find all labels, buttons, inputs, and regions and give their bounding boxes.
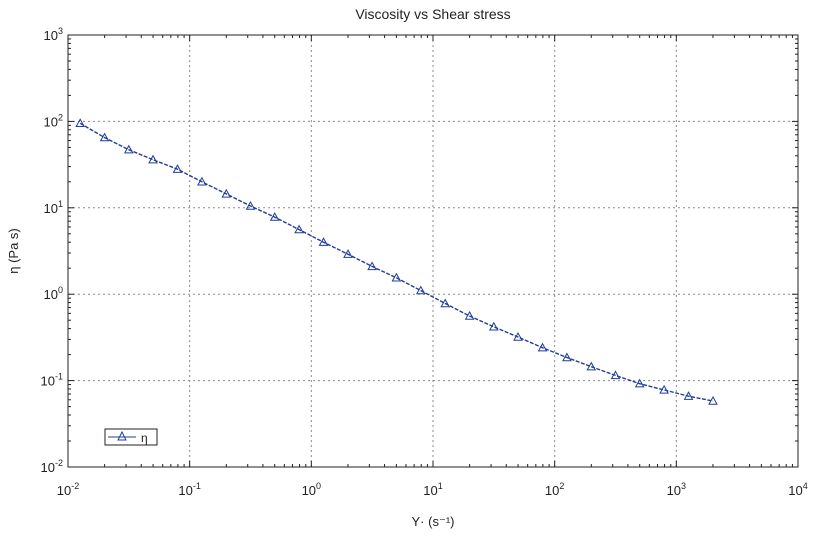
x-tick-label: 10-2 xyxy=(57,481,79,498)
data-point xyxy=(610,370,621,380)
data-point xyxy=(148,154,158,164)
data-point xyxy=(415,285,426,295)
data-point xyxy=(367,261,377,271)
data-point xyxy=(440,298,451,308)
data-point xyxy=(294,224,304,234)
data-point xyxy=(99,132,110,142)
y-tick-label: 102 xyxy=(44,112,63,129)
legend-marker-triangle-icon xyxy=(117,430,127,441)
y-tick-label: 103 xyxy=(44,26,63,43)
data-point xyxy=(488,321,499,331)
x-tick-label: 102 xyxy=(545,481,564,498)
data-point xyxy=(586,361,597,371)
data-point xyxy=(537,342,548,352)
y-tick-label: 101 xyxy=(44,199,63,216)
data-point xyxy=(245,200,256,210)
grid xyxy=(68,35,798,467)
data-point xyxy=(634,378,645,388)
legend-label: η xyxy=(141,431,148,445)
data-point xyxy=(123,144,134,154)
data-point xyxy=(269,212,280,221)
data-point xyxy=(659,384,669,394)
y-axis-title: η (Pa s) xyxy=(6,228,21,274)
series-line xyxy=(79,122,714,402)
x-tick-label: 10-1 xyxy=(178,481,200,498)
data-point xyxy=(708,395,718,405)
chart-title: Viscosity vs Shear stress xyxy=(355,6,510,22)
data-point xyxy=(318,237,329,246)
data-point xyxy=(391,272,402,282)
data-point xyxy=(75,118,86,127)
x-tick-label: 101 xyxy=(423,481,442,498)
y-tick-label: 100 xyxy=(44,285,63,302)
y-tick-label: 10-2 xyxy=(41,458,63,475)
legend: η xyxy=(104,428,158,446)
axis-ticks: 10-2 10-1 100 101 102 103 104 10-2 10-1 100 101 102… xyxy=(41,26,808,498)
x-axis-title: Y· (s⁻¹) xyxy=(412,514,455,529)
data-point xyxy=(221,188,232,198)
data-point xyxy=(513,331,523,341)
data-point xyxy=(197,176,207,186)
data-point xyxy=(464,310,475,320)
data-point xyxy=(172,164,183,173)
x-tick-label: 103 xyxy=(667,481,686,498)
series-eta xyxy=(75,118,718,405)
x-tick-label: 104 xyxy=(788,481,807,498)
data-point xyxy=(562,352,572,362)
data-point xyxy=(343,249,353,258)
data-point xyxy=(683,391,694,400)
x-tick-label: 100 xyxy=(302,481,321,498)
y-tick-label: 10-1 xyxy=(41,372,63,389)
